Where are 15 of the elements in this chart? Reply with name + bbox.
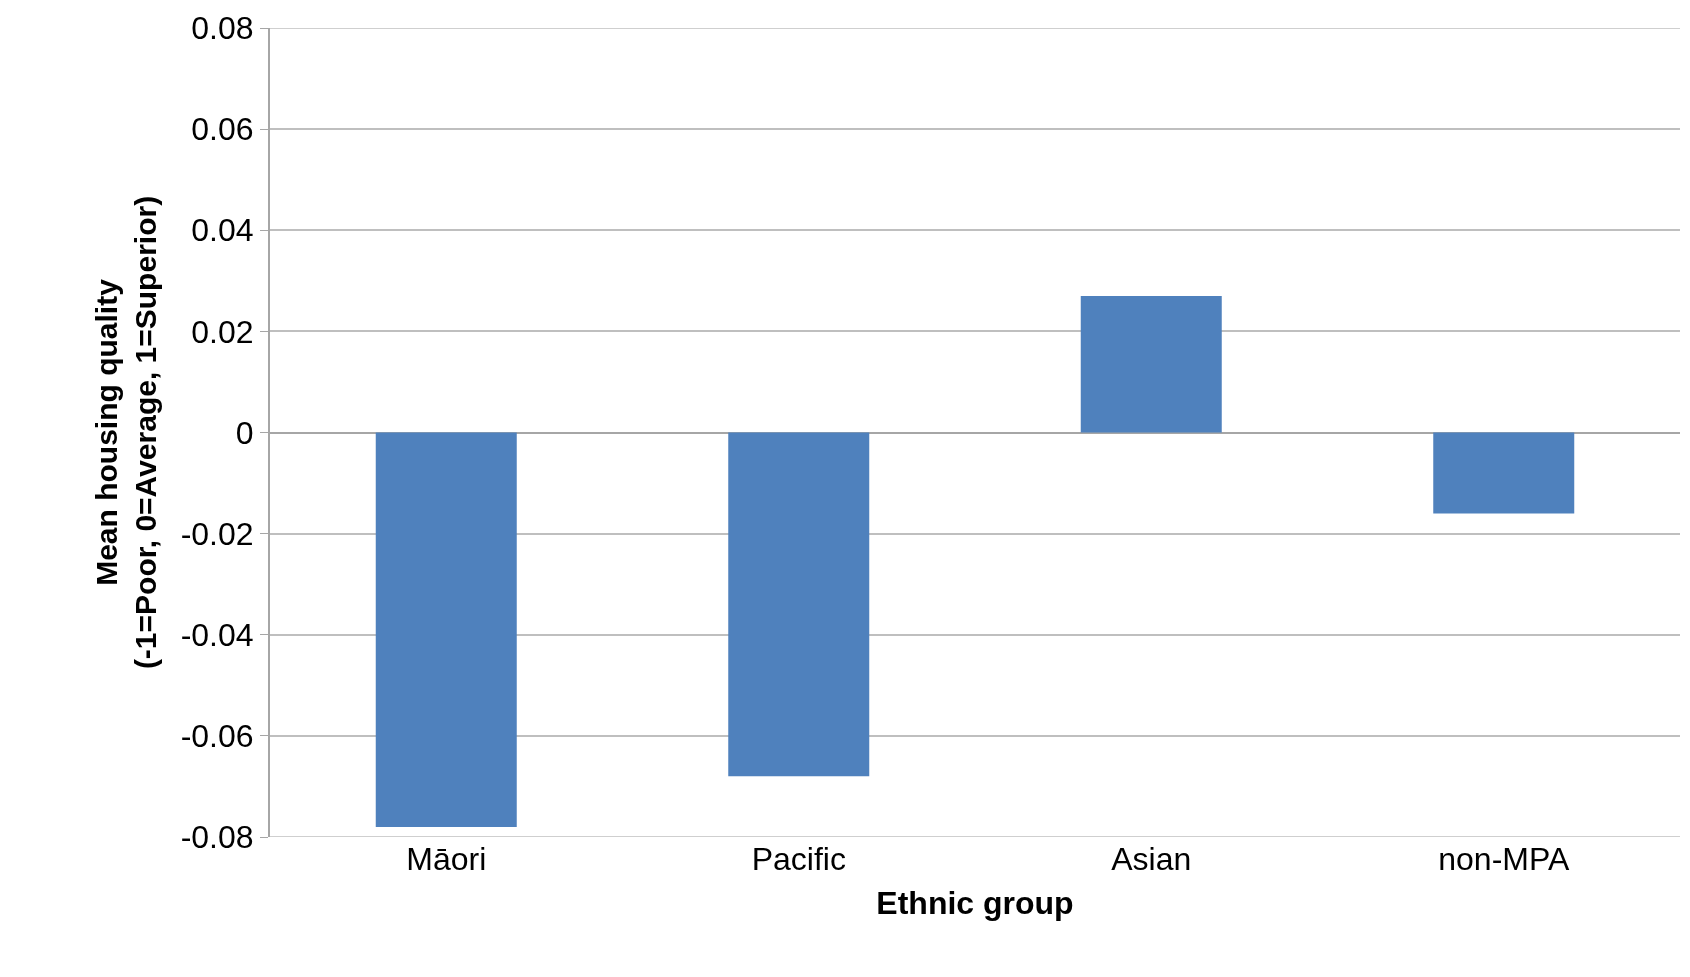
x-tick-label: Pacific [751, 841, 846, 877]
y-tick-label: -0.06 [180, 718, 254, 755]
y-tick-label: 0.06 [191, 111, 254, 148]
y-axis-title: Mean housing quality (-1=Poor, 0=Average, 1=Superior) [90, 195, 163, 670]
x-tick-label: Māori [406, 841, 487, 877]
y-tick-label: 0 [235, 414, 254, 451]
y-tick-label: 0.08 [191, 10, 254, 47]
x-axis-title: Ethnic group [876, 884, 1074, 921]
y-tick-label: 0.02 [191, 313, 254, 350]
y-tick-label: -0.04 [180, 616, 254, 653]
x-tick-label: non-MPA [1438, 841, 1570, 877]
y-tick-label: -0.08 [180, 819, 254, 856]
x-tick-label: Asian [1111, 841, 1192, 877]
y-tick-label: 0.04 [191, 212, 254, 249]
y-tick-label: -0.02 [180, 515, 254, 552]
